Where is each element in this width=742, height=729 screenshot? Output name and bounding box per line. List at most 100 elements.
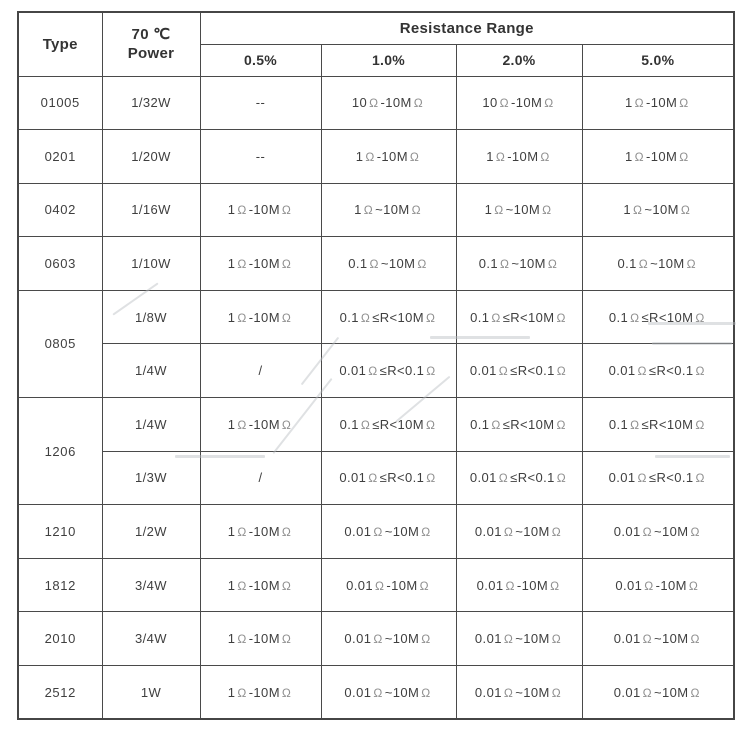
resistance-range-cell: 1 Ω ~10M Ω: [320, 182, 457, 238]
ohm-symbol: Ω: [281, 685, 292, 700]
power-cell: 1/8W: [101, 289, 201, 345]
power-cell: 1/2W: [101, 504, 201, 559]
resistance-range-cell: 0.01 Ω -10M Ω: [581, 557, 735, 613]
tolerance-header-5.0: 5.0%: [581, 43, 735, 77]
resistance-range-cell: 1 Ω ~10M Ω: [455, 182, 583, 238]
table-row: 0201 1/20W -- 1 Ω -10M Ω 1 Ω -10M Ω 1 Ω -10M Ω: [17, 129, 735, 184]
ohm-symbol: Ω: [426, 310, 436, 325]
resistance-range-cell: 0.1 Ω ≤R<10M Ω: [320, 397, 457, 452]
table-row: 0603 1/10W 1 Ω -10M Ω 0.1 Ω ~10M Ω 0.1 Ω ~10M Ω 0.1 Ω ~1…: [17, 236, 735, 291]
resistance-range-cell: 0.1 Ω ~10M Ω: [320, 236, 457, 291]
resistance-range-cell: 0.01 Ω ~10M Ω: [320, 504, 457, 559]
ohm-symbol: Ω: [495, 149, 506, 164]
ohm-symbol: Ω: [547, 257, 558, 272]
ohm-symbol: Ω: [491, 310, 501, 325]
ohm-symbol: Ω: [421, 685, 431, 700]
resistance-range-cell: 0.1 Ω ≤R<10M Ω: [320, 289, 457, 345]
ohm-symbol: Ω: [551, 525, 562, 540]
resistance-range-cell: 0.01 Ω ~10M Ω: [581, 665, 735, 720]
ohm-symbol: Ω: [237, 257, 247, 272]
ohm-symbol: Ω: [637, 364, 647, 379]
ohm-symbol: Ω: [690, 632, 700, 647]
resistance-range-cell: 1 Ω ~10M Ω: [581, 182, 735, 238]
power-cell: 1/4W: [101, 343, 201, 399]
power-cell: 3/4W: [101, 557, 201, 613]
ohm-symbol: Ω: [237, 310, 247, 325]
power-cell: 3/4W: [101, 611, 201, 667]
table-row: 0805 1/8W 1 Ω -10M Ω 0.1 Ω ≤R<10M Ω 0.1 Ω ≤R<10M Ω 0.1…: [17, 289, 735, 399]
ohm-symbol: Ω: [281, 257, 292, 272]
resistance-range-cell: 10 Ω -10M Ω: [455, 75, 583, 131]
ohm-symbol: Ω: [368, 364, 378, 379]
ohm-symbol: Ω: [237, 525, 247, 540]
ohm-symbol: Ω: [281, 417, 292, 432]
table-row: 2010 3/4W 1 Ω -10M Ω 0.01 Ω ~10M Ω 0.01 Ω ~10M Ω 0.01 Ω…: [17, 611, 735, 667]
table-row: 0402 1/16W 1 Ω -10M Ω 1 Ω ~10M Ω 1 Ω ~10M Ω 1 Ω ~10M Ω: [17, 182, 735, 238]
ohm-symbol: Ω: [695, 310, 705, 325]
resistance-range-cell: --: [199, 75, 322, 131]
resistance-range-cell: 0.1 Ω ≤R<10M Ω: [581, 289, 735, 345]
ohm-symbol: Ω: [642, 632, 652, 647]
tolerance-header-1.0: 1.0%: [320, 43, 457, 77]
power-cell: 1W: [101, 665, 201, 720]
ohm-symbol: Ω: [281, 578, 292, 593]
ohm-symbol: Ω: [374, 578, 385, 593]
ohm-symbol: Ω: [680, 203, 691, 218]
ohm-symbol: Ω: [237, 685, 247, 700]
resistance-range-cell: 0.01 Ω ≤R<0.1 Ω: [581, 343, 735, 399]
ohm-symbol: Ω: [679, 149, 689, 164]
resistance-range-cell: 0.1 Ω ≤R<10M Ω: [455, 397, 583, 452]
resistance-range-cell: 1 Ω -10M Ω: [199, 557, 322, 613]
ohm-symbol: Ω: [503, 632, 514, 647]
tolerance-header-2.0: 2.0%: [455, 43, 583, 77]
type-cell: 1812: [17, 557, 103, 613]
power-header-line2: Power: [127, 45, 175, 63]
ohm-symbol: Ω: [373, 632, 383, 647]
resistance-range-cell: 0.01 Ω ~10M Ω: [455, 504, 583, 559]
ohm-symbol: Ω: [237, 203, 247, 218]
ohm-symbol: Ω: [679, 96, 689, 111]
resistance-range-cell: 1 Ω -10M Ω: [199, 611, 322, 667]
resistance-range-cell: 1 Ω -10M Ω: [455, 129, 583, 184]
resistance-range-cell: 1 Ω -10M Ω: [320, 129, 457, 184]
ohm-symbol: Ω: [503, 685, 514, 700]
ohm-symbol: Ω: [360, 417, 371, 432]
tolerance-header-0.5: 0.5%: [199, 43, 322, 77]
resistance-range-cell: 1 Ω -10M Ω: [581, 75, 735, 131]
ohm-symbol: Ω: [540, 149, 550, 164]
power-cell: 1/10W: [101, 236, 201, 291]
table-row: 1/4W/0.01 Ω ≤R<0.1 Ω 0.01 Ω ≤R<0.1 Ω 0.01 Ω ≤R<0.1…: [18, 343, 735, 399]
power-cell: 1/20W: [101, 129, 201, 184]
ohm-symbol: Ω: [634, 149, 644, 164]
ohm-symbol: Ω: [556, 417, 566, 432]
resistance-range-cell: 1 Ω -10M Ω: [581, 129, 735, 184]
resistance-range-table: Type 70 ℃ Power Resistance Range 0.5% 1.…: [17, 11, 736, 721]
resistance-range-cell: 0.01 Ω -10M Ω: [455, 557, 583, 613]
ohm-symbol: Ω: [498, 364, 509, 379]
resistance-range-cell: --: [199, 129, 322, 184]
ohm-symbol: Ω: [411, 203, 421, 218]
power-cell: 1/16W: [101, 182, 201, 238]
resistance-range-cell: 0.1 Ω ≤R<10M Ω: [581, 397, 735, 452]
ohm-symbol: Ω: [365, 149, 375, 164]
header-row-tolerances: 0.5% 1.0% 2.0% 5.0%: [18, 43, 735, 77]
resistance-range-cell: /: [199, 343, 322, 399]
ohm-symbol: Ω: [637, 471, 647, 486]
ohm-symbol: Ω: [544, 96, 554, 111]
table-row: 1/3W/0.01 Ω ≤R<0.1 Ω 0.01 Ω ≤R<0.1 Ω 0.01 Ω ≤R<0.1…: [18, 450, 735, 506]
ohm-symbol: Ω: [642, 525, 652, 540]
ohm-symbol: Ω: [503, 525, 514, 540]
ohm-symbol: Ω: [373, 685, 383, 700]
ohm-symbol: Ω: [369, 257, 379, 272]
ohm-symbol: Ω: [499, 96, 510, 111]
resistance-range-cell: 0.01 Ω ≤R<0.1 Ω: [320, 450, 457, 506]
resistance-range-cell: 0.1 Ω ≤R<10M Ω: [455, 289, 583, 345]
type-cell: 1210: [17, 504, 103, 559]
ohm-symbol: Ω: [638, 257, 649, 272]
resistance-range-cell: 0.1 Ω ~10M Ω: [581, 236, 735, 291]
ohm-symbol: Ω: [690, 525, 700, 540]
ohm-symbol: Ω: [417, 257, 427, 272]
resistance-range-cell: 0.01 Ω ~10M Ω: [320, 611, 457, 667]
table-row: 1812 3/4W 1 Ω -10M Ω 0.01 Ω -10M Ω 0.01 Ω -10M Ω 0.01 Ω…: [17, 557, 735, 613]
ohm-symbol: Ω: [695, 417, 705, 432]
